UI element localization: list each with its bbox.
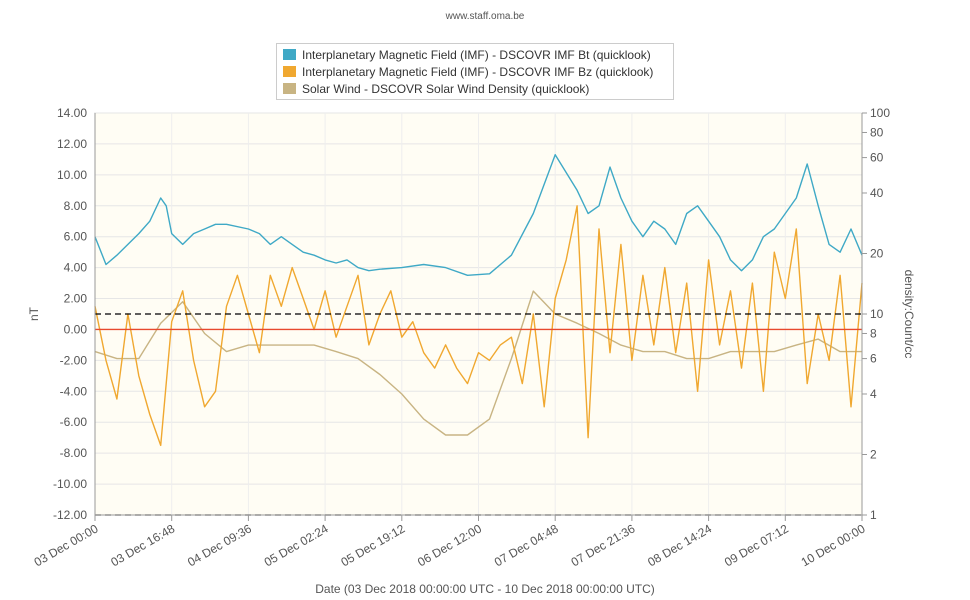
legend-item-bz[interactable]: Interplanetary Magnetic Field (IMF) - DS… bbox=[283, 63, 667, 80]
y-tick-label-left: 0.00 bbox=[64, 322, 88, 336]
chart-legend: Interplanetary Magnetic Field (IMF) - DS… bbox=[276, 43, 674, 100]
series-line-bt bbox=[94, 153, 863, 276]
y-tick-label-right: 6 bbox=[870, 352, 877, 366]
y-tick-label-left: 4.00 bbox=[64, 261, 88, 275]
x-tick-label: 05 Dec 19:12 bbox=[338, 521, 407, 569]
legend-item-bt[interactable]: Interplanetary Magnetic Field (IMF) - DS… bbox=[283, 46, 667, 63]
x-tick-label: 07 Dec 21:36 bbox=[569, 521, 638, 569]
y-tick-label-left: -8.00 bbox=[60, 446, 88, 460]
y-tick-label-left: 2.00 bbox=[64, 292, 88, 306]
y-tick-label-right: 4 bbox=[870, 387, 877, 401]
legend-label-bt: Interplanetary Magnetic Field (IMF) - DS… bbox=[302, 47, 651, 62]
y-tick-label-right: 10 bbox=[870, 307, 884, 321]
x-tick-label: 09 Dec 07:12 bbox=[722, 521, 791, 569]
y-tick-label-left: 10.00 bbox=[57, 168, 87, 182]
y-tick-label-left: -10.00 bbox=[53, 477, 87, 491]
y-tick-label-left: 8.00 bbox=[64, 199, 88, 213]
series-line-density bbox=[94, 290, 862, 436]
y-tick-label-right: 100 bbox=[870, 106, 890, 120]
y-axis-title-left: nT bbox=[27, 306, 41, 321]
y-tick-label-left: 14.00 bbox=[57, 106, 87, 120]
x-tick-label: 03 Dec 16:48 bbox=[108, 521, 177, 569]
x-axis-title: Date (03 Dec 2018 00:00:00 UTC - 10 Dec … bbox=[315, 582, 655, 596]
legend-swatch-density bbox=[283, 83, 296, 94]
y-tick-label-right: 2 bbox=[870, 447, 877, 461]
legend-label-density: Solar Wind - DSCOVR Solar Wind Density (… bbox=[302, 81, 590, 96]
series-line-bz bbox=[94, 205, 863, 447]
y-tick-label-right: 60 bbox=[870, 151, 884, 165]
y-tick-label-right: 80 bbox=[870, 125, 884, 139]
y-tick-label-left: -2.00 bbox=[60, 353, 88, 367]
legend-swatch-bz bbox=[283, 66, 296, 77]
x-tick-label: 05 Dec 02:24 bbox=[262, 521, 331, 569]
y-tick-label-right: 1 bbox=[870, 508, 877, 522]
legend-swatch-bt bbox=[283, 49, 296, 60]
x-tick-label: 03 Dec 00:00 bbox=[32, 521, 101, 569]
x-tick-label: 08 Dec 14:24 bbox=[645, 521, 714, 569]
x-tick-label: 04 Dec 09:36 bbox=[185, 521, 254, 569]
y-tick-label-left: 12.00 bbox=[57, 137, 87, 151]
y-tick-label-right: 20 bbox=[870, 246, 884, 260]
y-tick-label-left: -4.00 bbox=[60, 384, 88, 398]
x-tick-label: 06 Dec 12:00 bbox=[415, 521, 484, 569]
series-layer bbox=[94, 153, 863, 447]
y-tick-label-right: 8 bbox=[870, 326, 877, 340]
x-tick-label: 10 Dec 00:00 bbox=[799, 521, 868, 569]
y-tick-label-left: 6.00 bbox=[64, 230, 88, 244]
y-tick-label-left: -12.00 bbox=[53, 508, 87, 522]
y-tick-label-right: 40 bbox=[870, 186, 884, 200]
x-tick-label: 07 Dec 04:48 bbox=[492, 521, 561, 569]
legend-label-bz: Interplanetary Magnetic Field (IMF) - DS… bbox=[302, 64, 654, 79]
y-tick-label-left: -6.00 bbox=[60, 415, 88, 429]
legend-item-density[interactable]: Solar Wind - DSCOVR Solar Wind Density (… bbox=[283, 80, 667, 97]
y-axis-title-right: density:Count/cc bbox=[902, 270, 916, 359]
attribution-text: www.staff.oma.be bbox=[445, 11, 525, 22]
